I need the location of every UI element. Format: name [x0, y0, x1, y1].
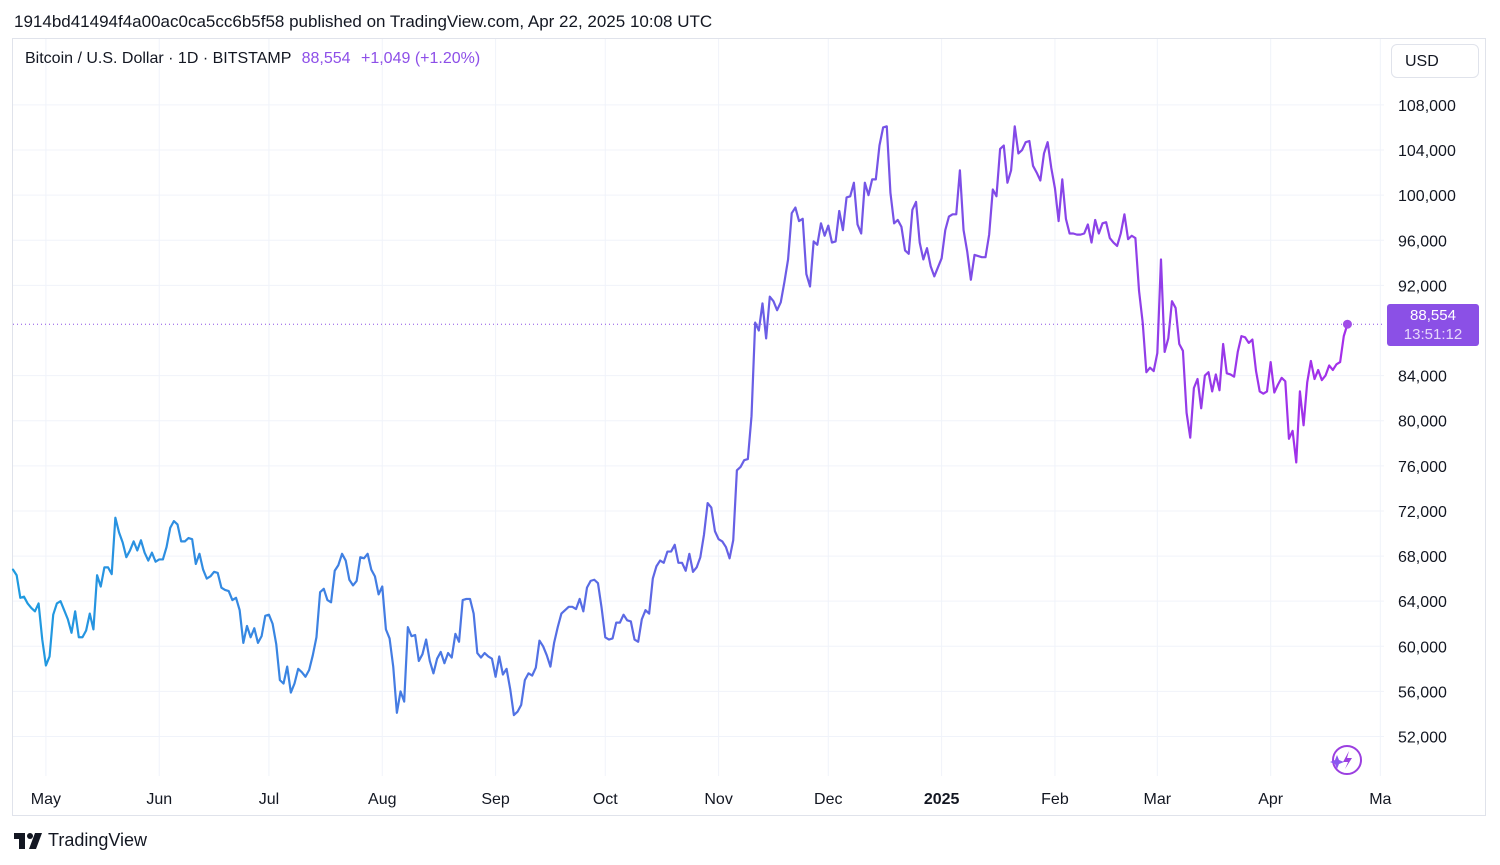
currency-button[interactable]: USD [1391, 44, 1479, 78]
x-tick-label: May [31, 791, 61, 808]
last-price-value: 88,554 [1410, 307, 1456, 324]
last-price-label: 88,554 13:51:12 [1387, 304, 1479, 346]
tradingview-logo-icon [14, 832, 42, 849]
y-tick-label: 68,000 [1398, 549, 1447, 566]
x-tick-label: 2025 [924, 791, 960, 808]
x-axis: May Jun Jul Aug Sep Oct Nov Dec 2025 Feb Mar Apr Ma [31, 791, 1392, 808]
y-tick-label: 64,000 [1398, 594, 1447, 611]
legend-change: +1,049 (+1.20%) [360, 50, 481, 67]
x-tick-label: Nov [704, 791, 732, 808]
series-line-btcusd [11, 125, 1349, 717]
sparkle-icon[interactable] [1330, 745, 1362, 775]
x-tick-label: Mar [1144, 791, 1172, 808]
footer-brand[interactable]: TradingView [14, 830, 147, 851]
y-tick-label: 100,000 [1398, 188, 1456, 205]
y-tick-label: 52,000 [1398, 730, 1447, 747]
last-price-dot [1342, 319, 1352, 329]
x-tick-label: Ma [1369, 791, 1391, 808]
bar-countdown: 13:51:12 [1403, 326, 1463, 343]
y-tick-label: 80,000 [1398, 414, 1447, 431]
y-tick-label: 56,000 [1398, 684, 1447, 701]
x-tick-label: Dec [814, 791, 842, 808]
x-tick-label: Apr [1258, 791, 1284, 808]
y-tick-label: 92,000 [1398, 278, 1447, 295]
y-tick-label: 96,000 [1398, 233, 1447, 250]
y-axis: 52,000 56,000 60,000 64,000 68,000 72,000 76,0… [1398, 98, 1456, 747]
legend-price: 88,554 [301, 50, 351, 67]
y-tick-label: 104,000 [1398, 143, 1456, 160]
x-tick-label: Oct [593, 791, 618, 808]
published-caption: 1914bd41494f4a00ac0ca5cc6b5f58 published… [14, 12, 713, 31]
x-tick-label: Feb [1041, 791, 1069, 808]
footer-brand-name: TradingView [48, 830, 148, 850]
y-tick-label: 72,000 [1398, 504, 1447, 521]
y-tick-label: 76,000 [1398, 459, 1447, 476]
x-tick-label: Jun [146, 791, 172, 808]
chart-frame[interactable] [12, 38, 1486, 816]
y-tick-label: 60,000 [1398, 639, 1447, 656]
y-tick-label: 84,000 [1398, 369, 1447, 386]
symbol-legend[interactable]: Bitcoin / U.S. Dollar · 1D · BITSTAMP 88… [25, 50, 480, 68]
grid [13, 39, 1384, 776]
x-tick-label: Sep [481, 791, 510, 808]
y-tick-label: 108,000 [1398, 98, 1456, 115]
symbol-name[interactable]: Bitcoin / U.S. Dollar · 1D · BITSTAMP [25, 50, 292, 67]
x-tick-label: Aug [368, 791, 396, 808]
x-tick-label: Jul [259, 791, 279, 808]
